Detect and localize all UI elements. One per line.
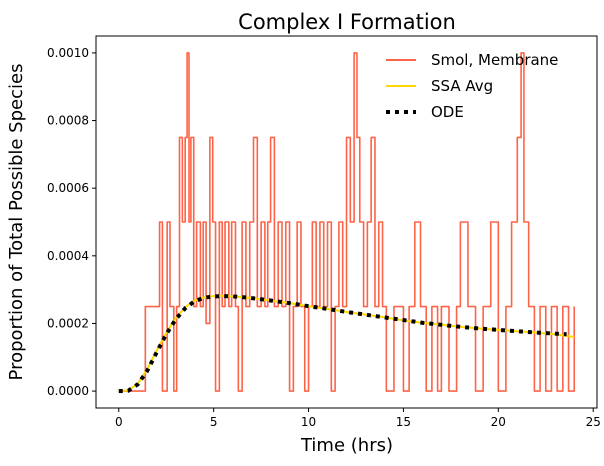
plot-frame	[95, 35, 598, 409]
y-tick-label: 0.0008	[47, 114, 89, 128]
y-tick-label: 0.0006	[47, 181, 89, 195]
y-axis-ticks: 0.0000 0.0002 0.0004 0.0006 0.0008 0.0010	[47, 46, 96, 398]
x-tick-label: 0	[115, 415, 123, 429]
y-tick-label: 0.0000	[47, 384, 89, 398]
plot-area	[95, 35, 598, 409]
legend-label-2: ODE	[431, 103, 464, 121]
x-tick-label: 5	[210, 415, 218, 429]
x-axis-ticks: 0 5 10 15 20 25	[115, 408, 601, 429]
y-tick-label: 0.0010	[47, 46, 89, 60]
chart-title: Complex I Formation	[238, 10, 456, 34]
legend-label-0: Smol, Membrane	[431, 51, 558, 69]
x-tick-label: 10	[301, 415, 316, 429]
series-layer	[118, 52, 576, 394]
x-axis-label: Time (hrs)	[300, 435, 393, 456]
series-line-0	[118, 52, 576, 392]
y-axis-label: Proportion of Total Possible Species	[6, 64, 27, 381]
x-tick-label: 25	[586, 415, 601, 429]
y-tick-label: 0.0004	[47, 249, 89, 263]
series-line-2	[118, 294, 567, 394]
legend-label-1: SSA Avg	[431, 77, 493, 95]
legend: Smol, Membrane SSA Avg ODE	[386, 51, 558, 121]
x-tick-label: 15	[396, 415, 411, 429]
x-tick-label: 20	[491, 415, 506, 429]
y-tick-label: 0.0002	[47, 316, 89, 330]
